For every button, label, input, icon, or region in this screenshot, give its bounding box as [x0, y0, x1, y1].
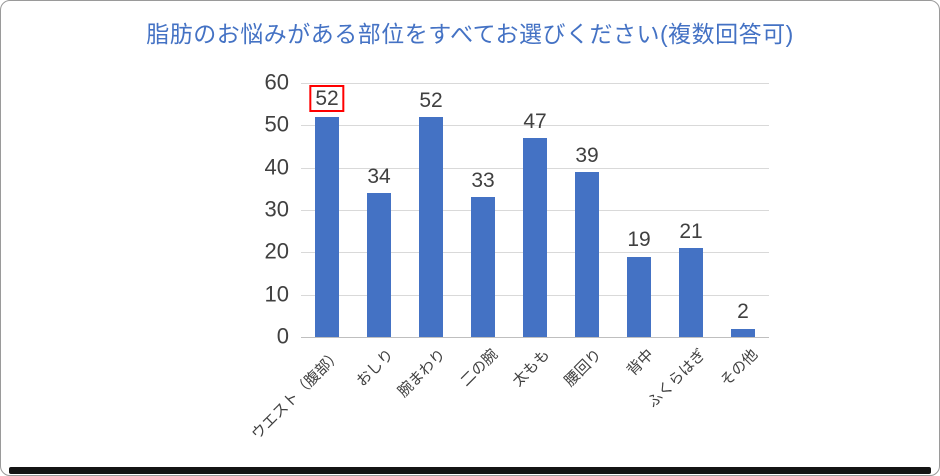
y-tick-label: 10: [264, 281, 289, 307]
bar: [679, 248, 703, 337]
bar: [471, 197, 495, 337]
x-tick-label: その他: [717, 346, 762, 390]
x-tick-label: 二の腕: [457, 346, 502, 390]
chart-title: 脂肪のお悩みがある部位をすべてお選びください(複数回答可): [146, 21, 794, 47]
gridline: [301, 125, 769, 127]
bar: [315, 116, 339, 337]
bottom-edge-bar: [9, 467, 931, 474]
bar: [523, 138, 547, 337]
data-label: 2: [737, 300, 749, 324]
y-tick-label: 60: [264, 69, 289, 95]
y-tick-label: 20: [264, 238, 289, 264]
data-label: 21: [679, 220, 703, 244]
bar: [575, 171, 599, 337]
bar: [419, 116, 443, 337]
bar: [627, 256, 651, 337]
y-tick-label: 30: [264, 196, 289, 222]
data-label: 47: [523, 109, 547, 133]
data-label: 39: [575, 143, 599, 167]
x-tick-label: 腕まわり: [394, 346, 450, 401]
plot-area: 0 10 20 30 40 50 60 52 ウエスト（腹部） 34 おしり 52 腕まわり 33 二の腕 4…: [248, 69, 769, 443]
data-label-highlighted: 52: [309, 84, 345, 112]
y-tick-label: 40: [264, 154, 289, 180]
x-axis-line: [301, 337, 769, 338]
bar: [367, 193, 391, 337]
data-label: 33: [471, 169, 495, 193]
gridline: [301, 83, 769, 84]
x-tick-label: 背中: [623, 346, 658, 380]
data-label: 34: [367, 164, 391, 188]
y-tick-label: 50: [264, 111, 289, 137]
x-tick-label: 太もも: [509, 346, 554, 390]
bar: [731, 328, 755, 337]
x-tick-label: 腰回り: [561, 346, 606, 390]
x-tick-label: ウエスト（腹部）: [248, 346, 346, 444]
x-tick-label: おしり: [353, 346, 398, 390]
data-label: 52: [419, 88, 443, 112]
data-label: 19: [627, 228, 651, 252]
y-tick-label: 0: [276, 323, 289, 349]
